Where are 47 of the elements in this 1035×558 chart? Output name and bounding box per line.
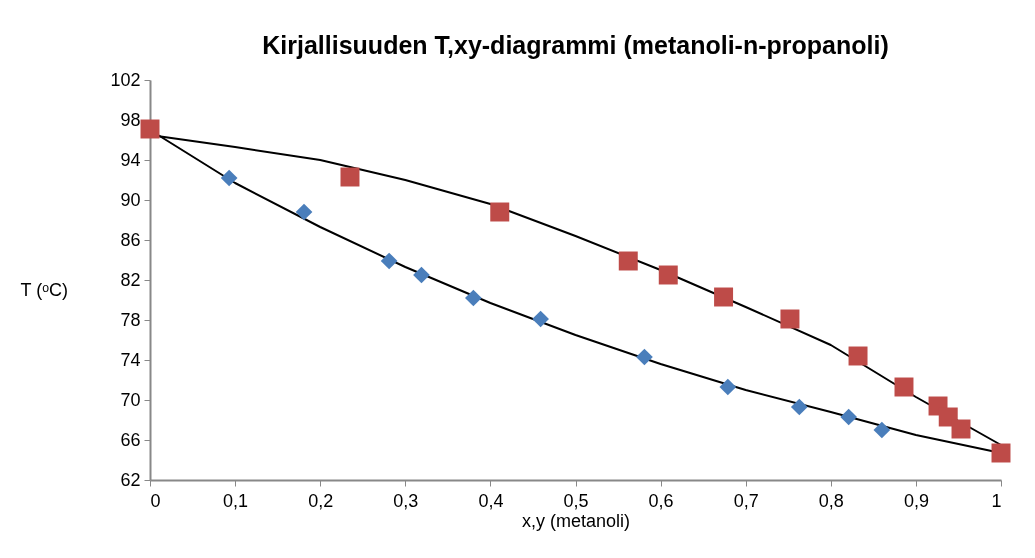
y-axis-title: T (ᵒC)	[20, 279, 68, 300]
y-tick-label: 70	[120, 389, 141, 410]
y-tick-label: 74	[120, 349, 141, 370]
chart-title: Kirjallisuuden T,xy-diagrammi (metanoli-n-propanoli)	[262, 31, 889, 59]
point	[873, 421, 891, 439]
x-tick-label: 0,3	[393, 490, 419, 511]
y-tick-label: 90	[120, 189, 141, 210]
x-tick-label: 0	[150, 490, 161, 511]
point	[220, 169, 238, 187]
point	[951, 419, 971, 439]
point	[719, 378, 737, 396]
y-tick-label: 62	[120, 469, 141, 490]
y-tick-label: 78	[120, 309, 141, 330]
point	[532, 310, 549, 328]
x-tick-label: 0,9	[903, 490, 929, 511]
y-tick-label: 102	[110, 69, 141, 90]
point	[295, 203, 313, 221]
point	[340, 167, 360, 187]
point	[780, 309, 800, 329]
y-tick-label: 94	[120, 149, 141, 170]
point	[465, 289, 482, 307]
point	[848, 346, 868, 366]
point	[894, 377, 914, 397]
x-axis-title: x,y (metanoli)	[521, 510, 631, 531]
x-tick-label: 0,2	[308, 490, 334, 511]
x-tick-label: 0,6	[648, 490, 674, 511]
x-tick-label: 0,5	[563, 490, 589, 511]
point	[380, 252, 398, 270]
x-tick-label: 1	[991, 490, 1002, 511]
point	[636, 348, 653, 366]
x-tick-label: 0,8	[818, 490, 844, 511]
point	[991, 443, 1011, 463]
x-tick-label: 0,7	[733, 490, 759, 511]
x-tick-label: 0,4	[478, 490, 504, 511]
y-tick-label: 86	[120, 229, 141, 250]
y-tick-label: 66	[120, 429, 141, 450]
point	[490, 202, 510, 222]
point	[714, 287, 734, 307]
point	[140, 119, 160, 139]
y-tick-label: 98	[120, 109, 141, 130]
x-tick-label: 0,1	[223, 490, 249, 511]
point	[413, 266, 430, 284]
point	[658, 265, 678, 285]
point	[618, 251, 638, 271]
point	[840, 408, 858, 426]
y-tick-label: 82	[120, 269, 141, 290]
point	[790, 398, 808, 416]
